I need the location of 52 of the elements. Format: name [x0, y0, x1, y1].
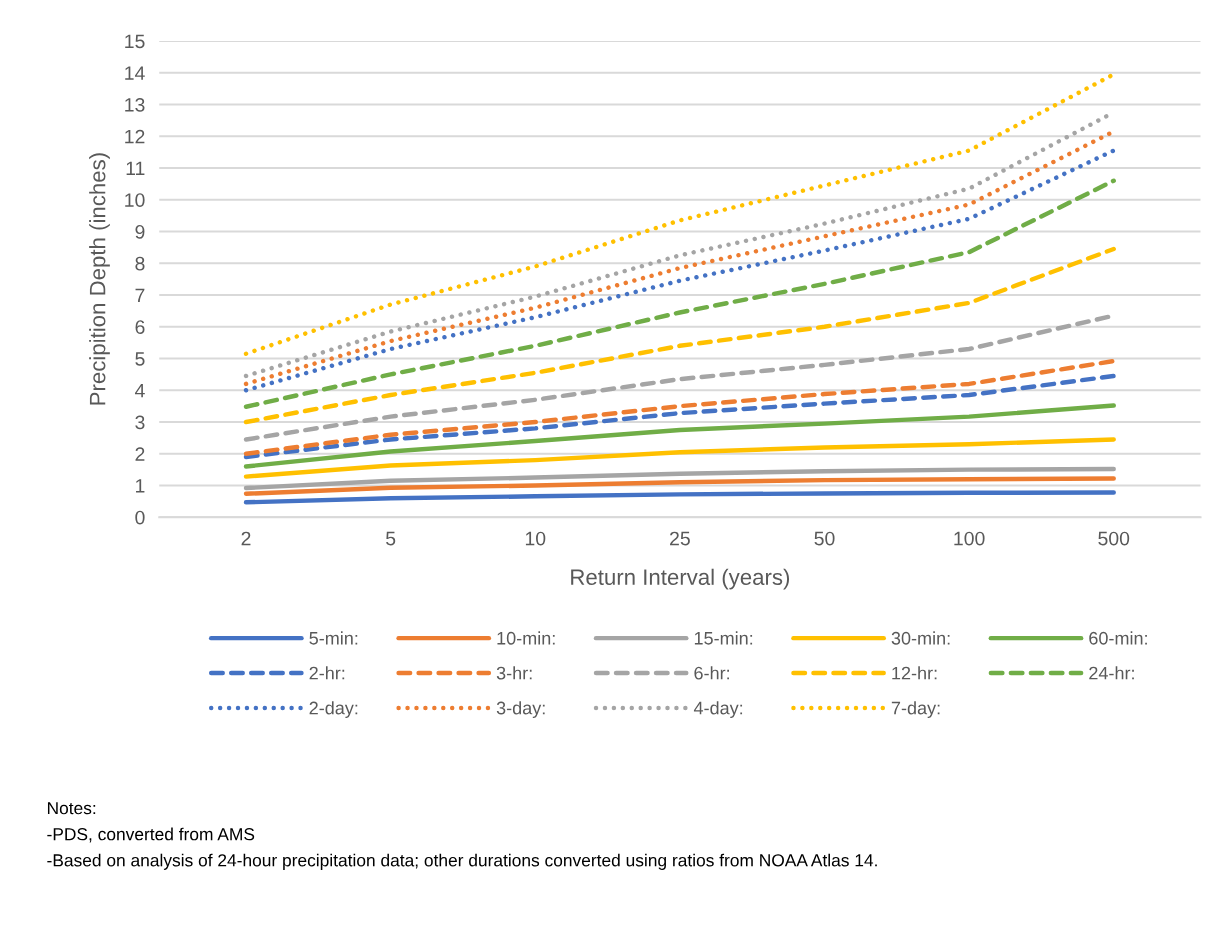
- legend-label: 15-min:: [694, 631, 753, 645]
- legend-label: 12-hr:: [892, 666, 937, 680]
- y-tick-label: 7: [135, 288, 145, 303]
- legend-label: 60-min:: [1089, 631, 1147, 645]
- x-tick-label: 2: [241, 531, 251, 546]
- line-series: [243, 246, 1116, 425]
- line-series: [243, 373, 1116, 460]
- y-tick-label: 6: [135, 320, 145, 334]
- legend-label: 24-hr:: [1089, 666, 1134, 680]
- x-tick-label: 50: [814, 531, 835, 546]
- y-tick-label: 0: [135, 510, 145, 525]
- x-axis-title: Return Interval (years): [571, 568, 790, 590]
- y-tick-label: 10: [125, 193, 145, 207]
- legend-label: 10-min:: [497, 631, 555, 645]
- x-tick-label: 100: [954, 531, 985, 546]
- line-series: [243, 403, 1116, 469]
- legend-label: 2-day:: [309, 701, 358, 718]
- y-tick-label: 3: [135, 415, 145, 430]
- x-tick-label: 10: [525, 531, 546, 546]
- y-tick-label: 9: [135, 224, 145, 239]
- legend-label: 3-day:: [496, 701, 545, 718]
- line-series: [243, 358, 1116, 456]
- x-tick-label: 500: [1098, 531, 1130, 546]
- legend-label: 3-hr:: [496, 666, 532, 680]
- legend-label: 7-day:: [891, 701, 940, 718]
- y-axis-title: Precipition Depth (inches): [89, 153, 110, 405]
- y-tick-label: 13: [125, 97, 145, 112]
- line-series: [243, 476, 1116, 496]
- y-tick-label: 5: [135, 352, 145, 366]
- y-tick-label: 11: [126, 161, 145, 176]
- y-tick-label: 1: [136, 479, 145, 493]
- y-tick-label: 15: [125, 34, 145, 49]
- y-tick-label: 12: [125, 129, 145, 144]
- legend-label: 6-hr:: [694, 666, 729, 680]
- y-tick-label: 8: [135, 256, 145, 271]
- y-tick-label: 14: [125, 66, 145, 80]
- line-series: [243, 490, 1116, 505]
- legend-label: 4-day:: [693, 701, 743, 718]
- legend-label: 30-min:: [891, 631, 950, 645]
- x-tick-label: 5: [386, 531, 396, 546]
- y-tick-label: 4: [134, 383, 145, 398]
- x-tick-label: 25: [670, 531, 690, 546]
- text: -Based on analysis of 24-hour precipitation data; other durations converted using ratios from NOAA Atlas 14.: [47, 853, 877, 870]
- line-series: [243, 437, 1116, 479]
- line-series: [243, 178, 1116, 409]
- text: -PDS, converted from AMS: [47, 827, 255, 843]
- legend-label: 5-min:: [309, 631, 358, 645]
- line-series: [243, 72, 1116, 356]
- text: Notes:: [47, 802, 96, 815]
- y-tick-label: 2: [135, 447, 145, 461]
- line-series: [243, 466, 1116, 491]
- legend-label: 2-hr:: [309, 666, 345, 680]
